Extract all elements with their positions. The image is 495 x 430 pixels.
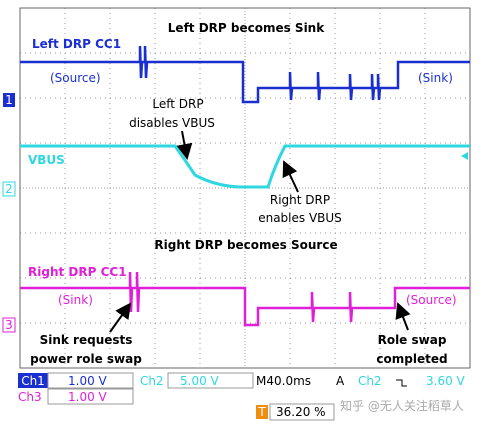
ch3-label: Right DRP CC1 [28, 265, 127, 279]
note: Role swap [378, 333, 447, 347]
ch-box [18, 373, 48, 388]
title: Left DRP becomes Sink [168, 21, 325, 35]
status: Ch2 [140, 374, 164, 388]
marker: 2 [5, 182, 13, 196]
marker-box [2, 181, 16, 197]
t-box [256, 405, 268, 419]
note: completed [376, 352, 447, 366]
ch1-label: Left DRP CC1 [32, 37, 121, 51]
status: 36.20 % [276, 405, 326, 419]
channel-markers: 1 2 3 [2, 93, 468, 333]
arrow [282, 160, 299, 193]
ch2-label: VBUS [28, 153, 65, 167]
arrow [176, 130, 193, 160]
state-label: (Sink) [58, 293, 93, 307]
status: M40.0ms [256, 374, 311, 388]
marker-box [2, 317, 16, 333]
status-bar: Ch1 1.00 V Ch2 5.00 V M40.0ms A Ch2 3.60… [18, 372, 466, 421]
value-box [47, 372, 134, 389]
trigger-marker [461, 152, 468, 160]
value-box [167, 372, 254, 389]
status: Ch3 [18, 390, 42, 404]
status: Ch2 [358, 374, 382, 388]
arrow [109, 302, 132, 333]
watermark: 知乎 @无人关注稻草人 [340, 398, 464, 413]
note: enables VBUS [258, 211, 342, 225]
ch3-trace [20, 271, 470, 327]
value-box [47, 388, 134, 405]
ch1-trace [20, 45, 470, 104]
status: 1.00 V [68, 374, 108, 388]
note: power role swap [30, 352, 142, 366]
status: 3.60 V [426, 374, 466, 388]
arrow [395, 302, 411, 331]
edge-icon [396, 379, 407, 387]
status: 5.00 V [180, 374, 220, 388]
note: Left DRP [152, 97, 203, 111]
state-label: (Source) [50, 71, 101, 85]
annotations: Left DRP becomes Sink Left DRP CC1 (Sour… [28, 21, 457, 366]
marker: 3 [5, 318, 13, 332]
note: Sink requests [40, 333, 133, 347]
status: Ch1 [21, 374, 45, 388]
status: 1.00 V [68, 390, 108, 404]
note: disables VBUS [129, 116, 215, 130]
marker: 1 [5, 93, 13, 107]
status: A [336, 374, 345, 388]
status: T [257, 405, 266, 419]
value-box [269, 403, 335, 421]
marker-box [3, 93, 15, 107]
state-label: (Source) [406, 293, 457, 307]
state-label: (Sink) [418, 71, 453, 85]
graticule-border [19, 7, 471, 369]
title: Right DRP becomes Source [154, 238, 337, 252]
note: Right DRP [270, 193, 330, 207]
